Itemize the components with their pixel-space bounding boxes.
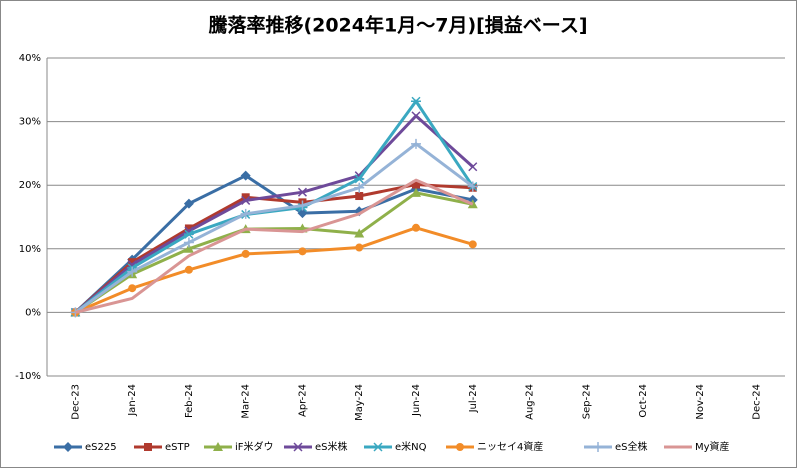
y-tick-label: 30% [19,117,41,128]
marker [412,180,420,189]
legend-label: eS全株 [615,440,648,453]
legend-label: eS米株 [315,440,348,453]
marker [354,228,365,238]
x-tick-label: Dec-23 [70,384,81,420]
series-line [74,226,474,314]
marker [354,174,365,184]
x-tick-label: Dec-24 [752,384,763,420]
marker [63,442,73,452]
legend-label: eSTP [165,442,190,453]
marker [144,443,152,451]
legend-label: My資産 [695,440,730,453]
marker [467,181,478,192]
marker [456,443,464,451]
marker [213,442,223,451]
x-tick-label: Nov-24 [695,384,706,420]
marker [593,442,603,452]
marker [412,223,420,232]
x-tick-label: Sep-24 [581,384,592,419]
marker [241,193,250,202]
y-tick-label: 40% [19,53,41,64]
legend-item: eS米株 [284,440,348,453]
x-tick-label: Feb-24 [184,384,195,418]
series-line [74,191,474,314]
x-tick-label: Mar-24 [241,384,252,419]
marker [411,138,421,149]
legend-item: eS全株 [584,440,648,453]
marker [411,96,421,106]
marker [241,195,251,205]
y-tick-label: 10% [19,244,41,255]
x-tick-label: Apr-24 [297,384,308,417]
marker [468,240,477,249]
y-tick-label: -10% [15,371,41,382]
series-line [74,174,474,314]
legend-label: iF米ダウ [235,440,274,453]
chart-title: 騰落率推移(2024年1月～7月)[損益ベース] [207,14,587,37]
marker [297,187,307,197]
legend-item: ニッセイ4資産 [446,440,543,453]
legend-item: iF米ダウ [204,440,274,453]
marker [241,249,250,258]
marker [128,258,137,267]
x-tick-label: May-24 [354,384,365,421]
marker [373,442,383,452]
marker [183,243,194,253]
marker [298,247,307,256]
legend-label: eS225 [85,442,117,453]
legend-label: ニッセイ4資産 [477,440,543,453]
marker [411,187,421,197]
legend-item: My資産 [664,440,730,453]
marker [184,265,193,274]
marker [183,229,194,239]
x-tick-label: Jun-24 [411,384,422,417]
x-tick-label: Oct-24 [638,384,649,418]
y-tick-label: 20% [19,180,41,191]
series-line [74,142,474,314]
marker [468,162,478,172]
y-tick-label: 0% [25,307,41,318]
marker [411,111,421,121]
x-tick-label: Jul-24 [468,384,479,413]
x-tick-label: Jan-24 [127,384,138,417]
legend-item: eSTP [134,442,190,453]
marker [293,442,303,452]
series-line [74,114,474,314]
legend-label: e米NQ [395,440,427,453]
marker [127,266,138,277]
series-line [75,178,474,314]
marker [355,243,364,252]
legend-item: eS225 [54,442,117,453]
marker [128,284,137,293]
marker [297,200,308,211]
x-tick-label: Aug-24 [525,384,536,420]
marker [240,170,251,181]
marker [240,208,251,219]
marker [183,198,194,209]
marker [355,192,364,201]
marker [183,237,194,248]
marker [354,182,365,193]
legend-item: e米NQ [364,440,427,453]
marker [184,224,193,233]
